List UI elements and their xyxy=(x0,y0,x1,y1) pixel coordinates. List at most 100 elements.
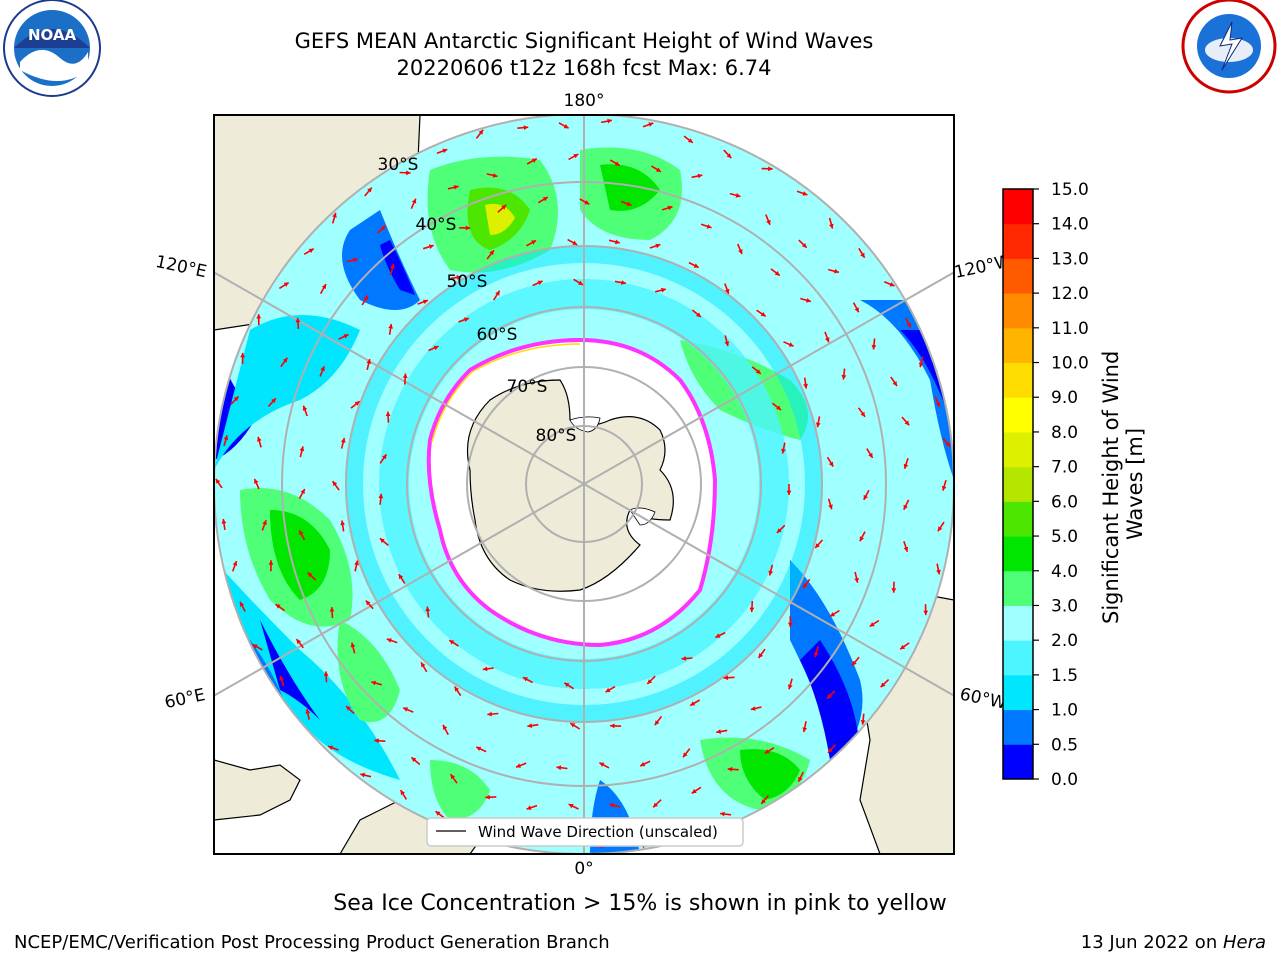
wave-arrow-head xyxy=(300,489,305,494)
wave-arrow-head xyxy=(854,577,859,583)
wave-arrow-head xyxy=(787,622,793,628)
wave-arrow-head xyxy=(365,600,371,606)
wave-arrow-head xyxy=(935,401,941,407)
wave-arrow-head xyxy=(379,538,385,544)
wave-arrow-head xyxy=(323,671,329,676)
colorbar-tick-label: 3.0 xyxy=(1051,596,1078,616)
wave-arrow-head xyxy=(221,519,227,524)
colorbar-segment xyxy=(1003,293,1033,329)
wave-arrow-head xyxy=(828,748,833,753)
wave-arrow-head xyxy=(283,282,289,287)
wave-arrow-head xyxy=(367,187,372,193)
wave-arrow-head xyxy=(406,170,411,176)
wave-arrow-head xyxy=(275,604,281,609)
colorbar-tick-label: 5.0 xyxy=(1051,527,1078,547)
wave-arrow-head xyxy=(852,660,857,666)
wave-arrow-head xyxy=(279,675,284,681)
wave-arrow-head xyxy=(388,324,393,329)
wave-arrow-head xyxy=(749,607,755,613)
wave-arrow-head xyxy=(531,240,537,245)
wave-arrow-head xyxy=(726,153,732,159)
wave-arrow-head xyxy=(880,682,886,688)
wave-arrow-head xyxy=(868,452,873,458)
wave-arrow-head xyxy=(442,148,448,154)
wave-arrow-head xyxy=(802,191,808,196)
wave-arrow-head xyxy=(402,373,408,379)
wave-arrow-head xyxy=(661,287,666,293)
wave-arrow-head xyxy=(906,322,911,328)
wave-arrow-head xyxy=(443,724,448,730)
wave-arrow-head xyxy=(346,706,351,711)
colorbar-segment xyxy=(1003,189,1033,225)
wave-arrow-head xyxy=(411,198,417,204)
wave-arrow-head xyxy=(295,317,301,323)
wave-arrow-head xyxy=(382,454,387,460)
wave-arrow-head xyxy=(340,520,345,526)
wave-arrow-head xyxy=(815,543,820,548)
wave-arrow-head xyxy=(776,405,781,410)
wave-arrow-head xyxy=(814,652,819,657)
wave-arrow-head xyxy=(889,282,895,287)
wave-arrow-head xyxy=(542,197,548,202)
wave-arrow-head xyxy=(716,729,722,734)
lon-label-0: 0° xyxy=(574,859,593,879)
wave-arrow-head xyxy=(527,723,533,728)
date-text: 13 Jun 2022 on xyxy=(1080,932,1223,953)
wave-arrow-head xyxy=(860,720,866,725)
wave-arrow-head xyxy=(454,686,459,692)
wave-arrow-head xyxy=(863,494,868,500)
colorbar-tick-label: 13.0 xyxy=(1051,249,1089,269)
colorbar-tick-label: 1.0 xyxy=(1051,701,1078,721)
wave-arrow-head xyxy=(904,420,910,426)
wave-arrow-head xyxy=(223,435,229,441)
wave-arrow-head xyxy=(859,536,864,542)
wave-arrow-head xyxy=(648,122,654,127)
colorbar-tick-label: 10.0 xyxy=(1051,354,1089,374)
nws-logo xyxy=(1181,0,1277,94)
wave-arrow-head xyxy=(801,243,807,248)
lat-label-70s: 70°S xyxy=(507,377,548,397)
colorbar-tick-label: 2.0 xyxy=(1051,631,1078,651)
wave-arrow-head xyxy=(268,560,274,565)
noaa-logo: NOAA xyxy=(3,0,101,97)
legend-label: Wind Wave Direction (unscaled) xyxy=(478,823,718,841)
wave-arrow-head xyxy=(830,612,836,617)
map-title: GEFS MEAN Antarctic Significant Height o… xyxy=(294,29,874,53)
wave-arrow-head xyxy=(386,638,392,643)
wave-arrow-head xyxy=(764,749,770,754)
wave-arrow-head xyxy=(489,250,494,256)
wave-arrow-head xyxy=(923,610,929,616)
wave-arrow-head xyxy=(390,264,395,269)
wave-arrow-head xyxy=(354,560,359,566)
colorbar-segment xyxy=(1003,536,1033,572)
lat-label-80s: 80°S xyxy=(536,426,577,446)
wave-arrow-head xyxy=(715,633,721,638)
wave-arrow-head xyxy=(240,352,245,358)
graticule xyxy=(214,115,954,854)
wave-arrow-head xyxy=(706,224,712,229)
wave-arrow-head xyxy=(516,763,521,768)
wave-arrow-head xyxy=(487,711,492,717)
colorbar-label: Significant Height of Wind Waves [m] xyxy=(1099,344,1147,624)
wave-arrow-head xyxy=(329,607,335,612)
colorbar-tick-label: 9.0 xyxy=(1051,388,1078,408)
wave-arrow-head xyxy=(936,569,941,575)
wave-arrow-head xyxy=(760,312,766,317)
wave-arrow-head xyxy=(655,167,661,172)
wave-arrow-head xyxy=(501,205,507,210)
wave-arrow-head xyxy=(564,682,570,688)
wave-arrow-head xyxy=(307,572,313,578)
wave-arrow-head xyxy=(354,401,360,406)
wave-arrow-head xyxy=(735,193,741,198)
wave-arrow-head xyxy=(526,805,532,810)
wave-arrow-head xyxy=(647,679,653,684)
wave-arrow-head xyxy=(828,461,834,467)
wave-arrow-head xyxy=(378,493,384,499)
wave-arrow-head xyxy=(568,803,574,809)
wave-arrow-head xyxy=(918,362,924,368)
wave-arrow-head xyxy=(398,574,404,580)
colorbar-segment xyxy=(1003,674,1033,711)
wave-arrow-head xyxy=(453,185,459,190)
wave-arrow-head xyxy=(366,359,372,364)
lon-label-120e: 120°E xyxy=(154,252,209,282)
